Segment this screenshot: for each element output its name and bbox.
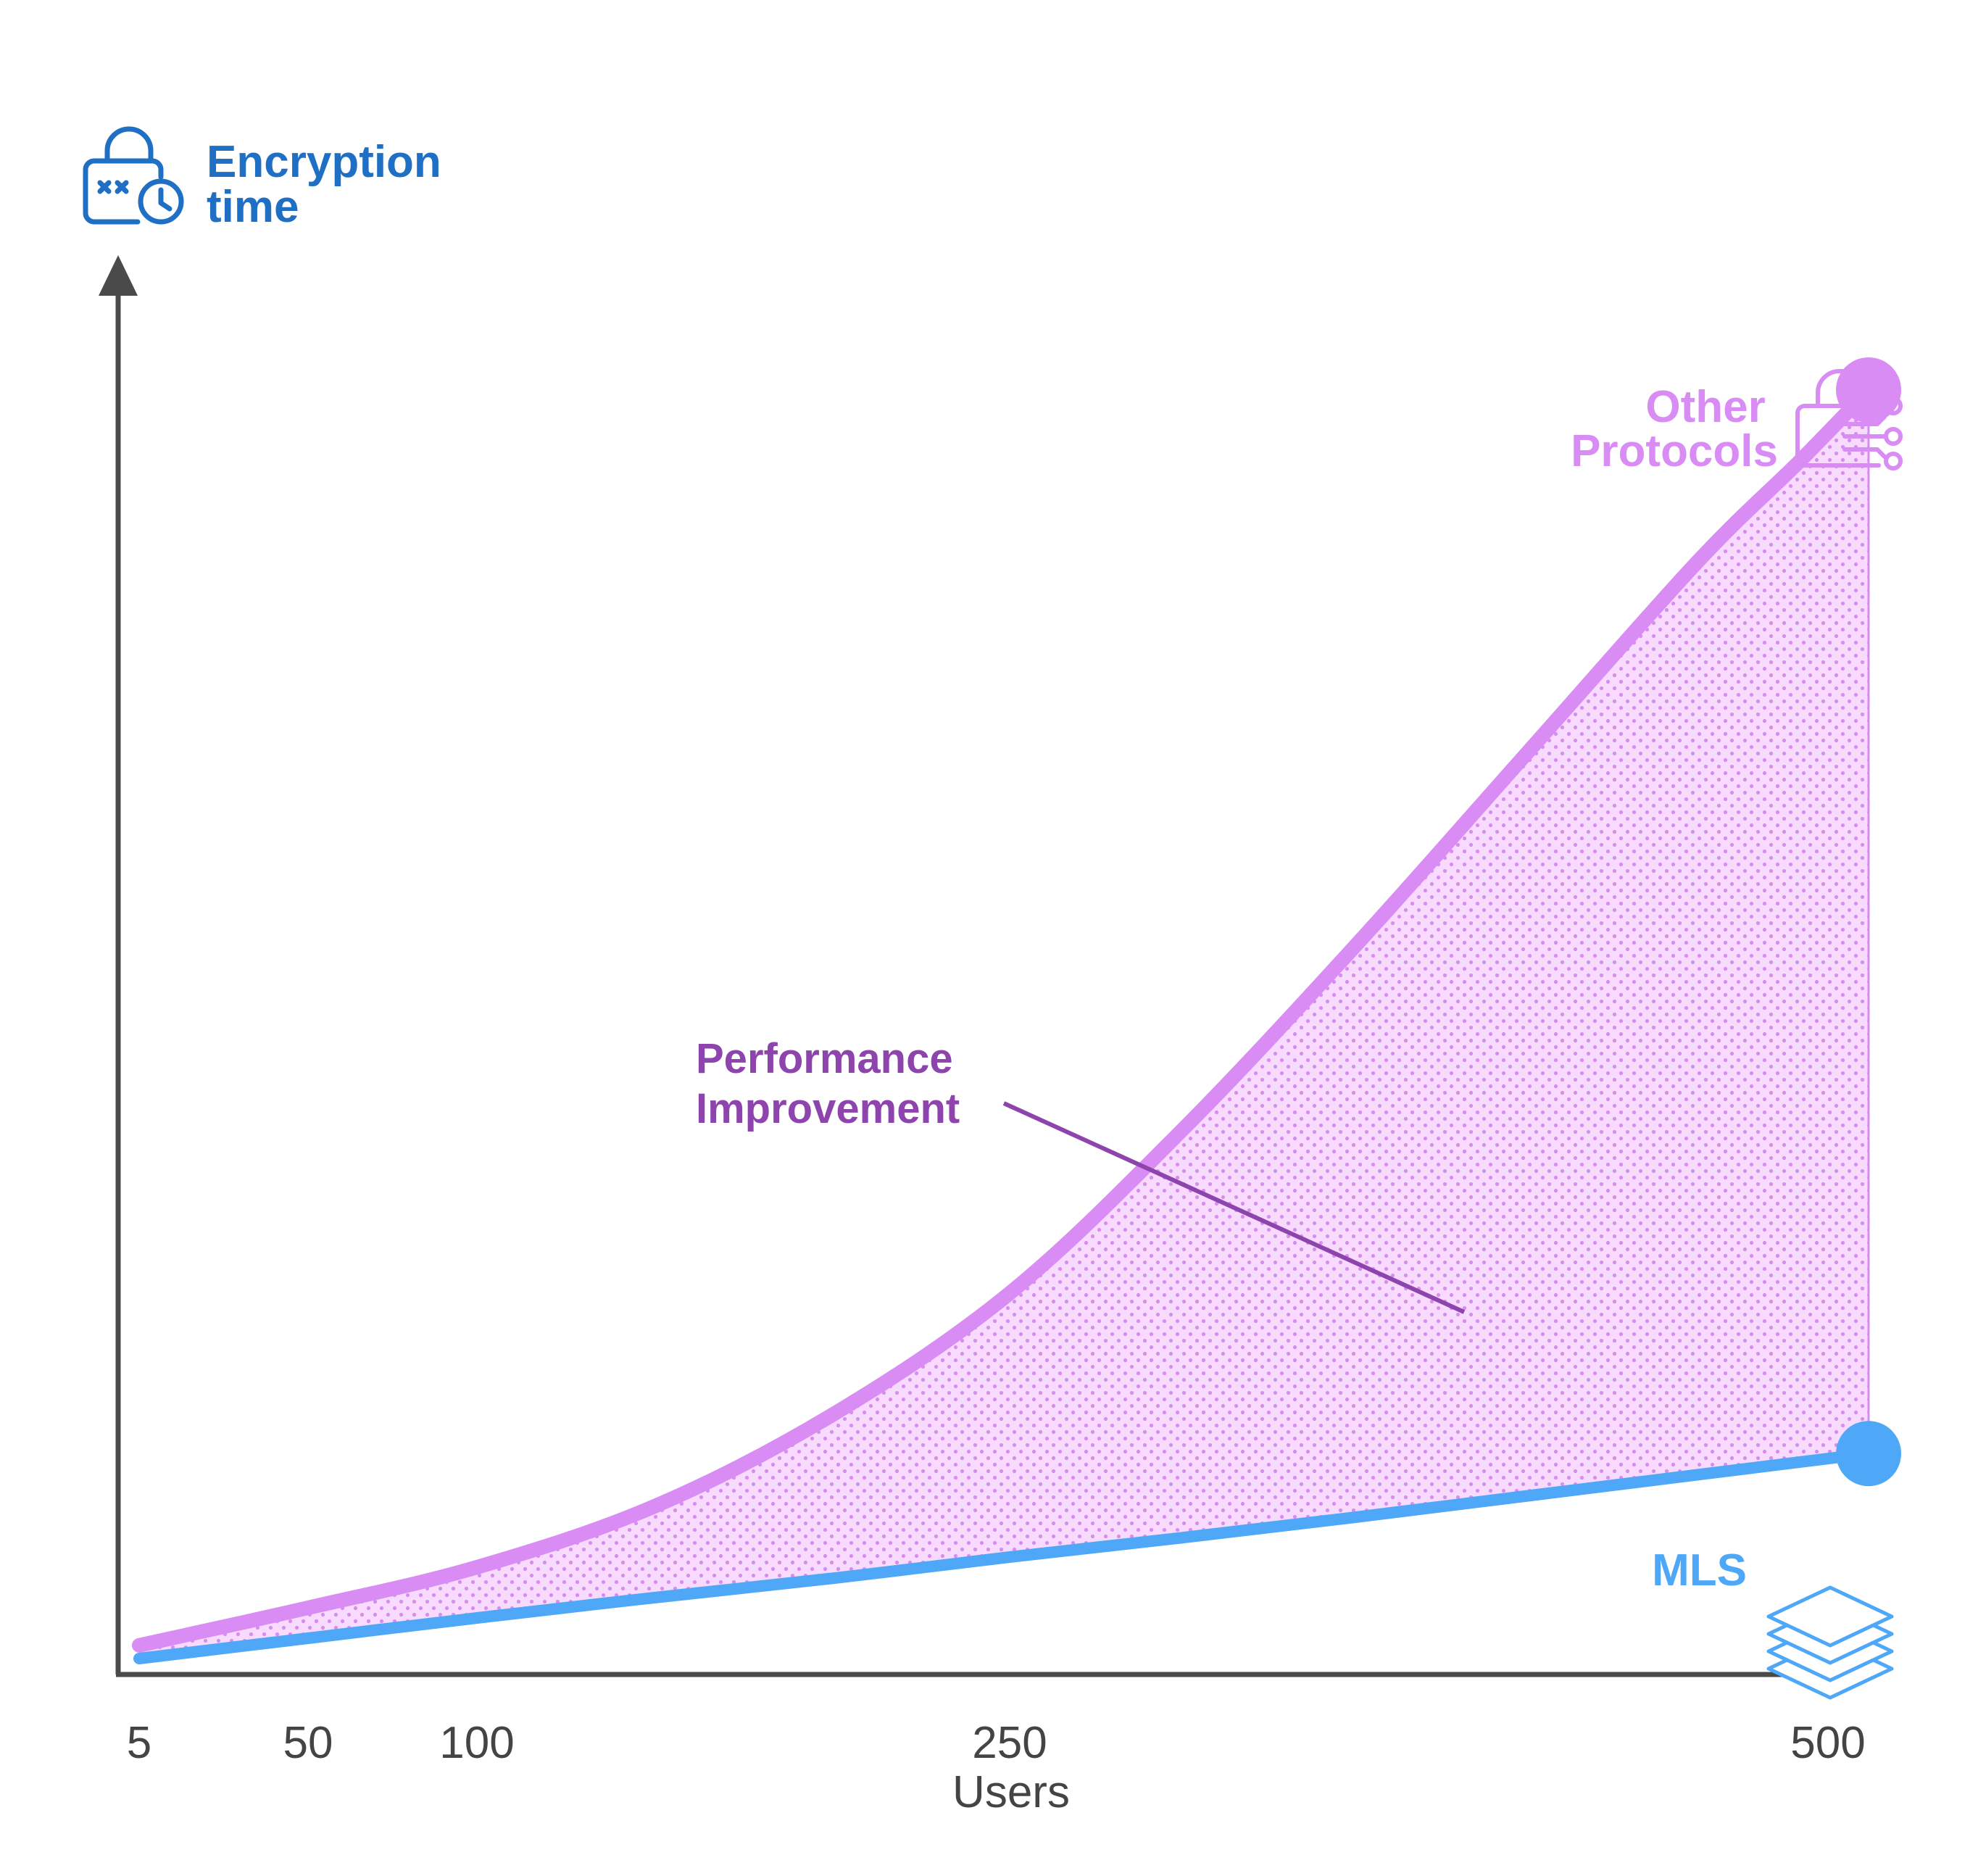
annotation-line-1: Performance [696, 1035, 953, 1082]
layers-stack-icon [1766, 1585, 1894, 1700]
x-tick-label-100: 100 [439, 1718, 514, 1768]
x-tick-label-250: 250 [972, 1718, 1047, 1768]
x-axis-label: Users [952, 1767, 1070, 1817]
annotation-performance-improvement: Performance Improvement [696, 1035, 965, 1132]
lock-circuit-icon [1795, 369, 1903, 470]
y-axis-label-line-2: time [207, 182, 299, 232]
series-endpoint-mls [1836, 1421, 1901, 1487]
x-tick-label-50: 50 [283, 1718, 333, 1768]
x-tick-labels: 5 50 100 250 500 [127, 1718, 1866, 1768]
x-tick-label-5: 5 [127, 1718, 151, 1768]
series-label-mls: MLS [1652, 1545, 1747, 1595]
y-axis-label: Encryption time [207, 137, 454, 232]
series-label-other-line-2: Protocols [1571, 426, 1778, 476]
y-axis-arrow [99, 255, 138, 296]
series-line-mls [133, 1448, 1874, 1664]
y-axis-label-line-1: Encryption [207, 137, 441, 187]
series-line-other-protocols [132, 383, 1876, 1653]
x-tick-label-500: 500 [1790, 1718, 1865, 1768]
performance-gap-area [139, 390, 1869, 1659]
series-label-other-protocols: Other Protocols [1571, 382, 1778, 476]
annotation-line-2: Improvement [696, 1085, 960, 1132]
annotation-leader-line [1002, 1101, 1466, 1314]
lock-clock-icon [83, 126, 184, 225]
series-label-other-line-1: Other [1645, 382, 1765, 432]
